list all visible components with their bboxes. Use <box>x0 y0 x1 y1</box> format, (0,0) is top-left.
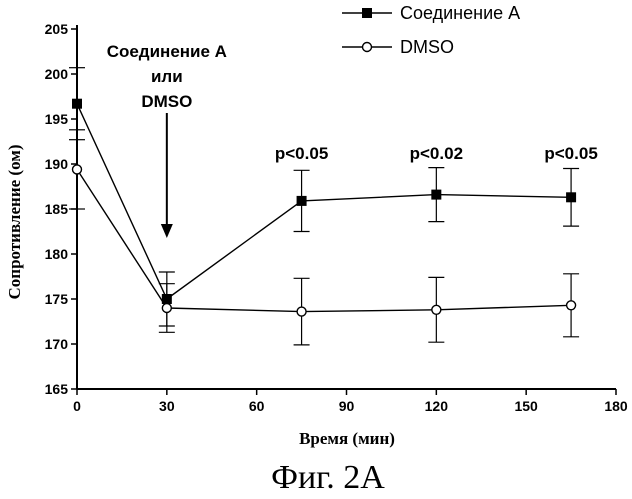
y-tick-label: 185 <box>45 201 69 217</box>
data-point-dmso <box>432 305 441 314</box>
legend-marker-compound-a <box>362 8 372 18</box>
p-value-annotation: p<0.05 <box>275 144 328 163</box>
x-tick-label: 30 <box>159 398 175 414</box>
p-value-annotation: p<0.02 <box>410 144 463 163</box>
x-axis-label: Время (мин) <box>299 429 395 448</box>
y-tick-label: 200 <box>45 66 69 82</box>
arrow-label-line: Соединение A <box>107 42 227 61</box>
data-point-dmso <box>567 301 576 310</box>
y-tick-label: 195 <box>45 111 69 127</box>
legend-label: Соединение A <box>400 3 520 23</box>
data-point-dmso <box>73 165 82 174</box>
data-point-compound-a <box>431 190 441 200</box>
x-tick-label: 120 <box>425 398 449 414</box>
data-point-dmso <box>162 304 171 313</box>
y-tick-label: 180 <box>45 246 69 262</box>
x-tick-label: 60 <box>249 398 265 414</box>
legend-label: DMSO <box>400 37 454 57</box>
y-tick-label: 205 <box>45 21 69 37</box>
y-tick-label: 165 <box>45 381 69 397</box>
series-line-compound-a <box>77 104 571 299</box>
data-point-compound-a <box>72 99 82 109</box>
figure-caption: Фиг. 2А <box>271 459 385 496</box>
arrow-label-line: или <box>151 67 183 86</box>
data-point-compound-a <box>162 294 172 304</box>
x-tick-label: 90 <box>339 398 355 414</box>
y-tick-label: 170 <box>45 336 69 352</box>
x-tick-label: 0 <box>73 398 81 414</box>
p-value-annotation: p<0.05 <box>544 144 597 163</box>
series-line-dmso <box>77 169 571 311</box>
arrow-label-line: DMSO <box>141 92 192 111</box>
x-tick-label: 150 <box>514 398 538 414</box>
y-axis-label: Сопротивление (ом) <box>5 145 24 300</box>
data-point-compound-a <box>297 196 307 206</box>
legend-marker-dmso <box>363 43 372 52</box>
y-tick-label: 175 <box>45 291 69 307</box>
x-tick-label: 180 <box>604 398 628 414</box>
y-tick-label: 190 <box>45 156 69 172</box>
data-point-dmso <box>297 307 306 316</box>
plot-area: 165 170 175 180 185 190 195 200 205 0 30 60 90 120 150… <box>45 3 628 414</box>
arrow-head <box>161 224 173 238</box>
data-point-compound-a <box>566 192 576 202</box>
